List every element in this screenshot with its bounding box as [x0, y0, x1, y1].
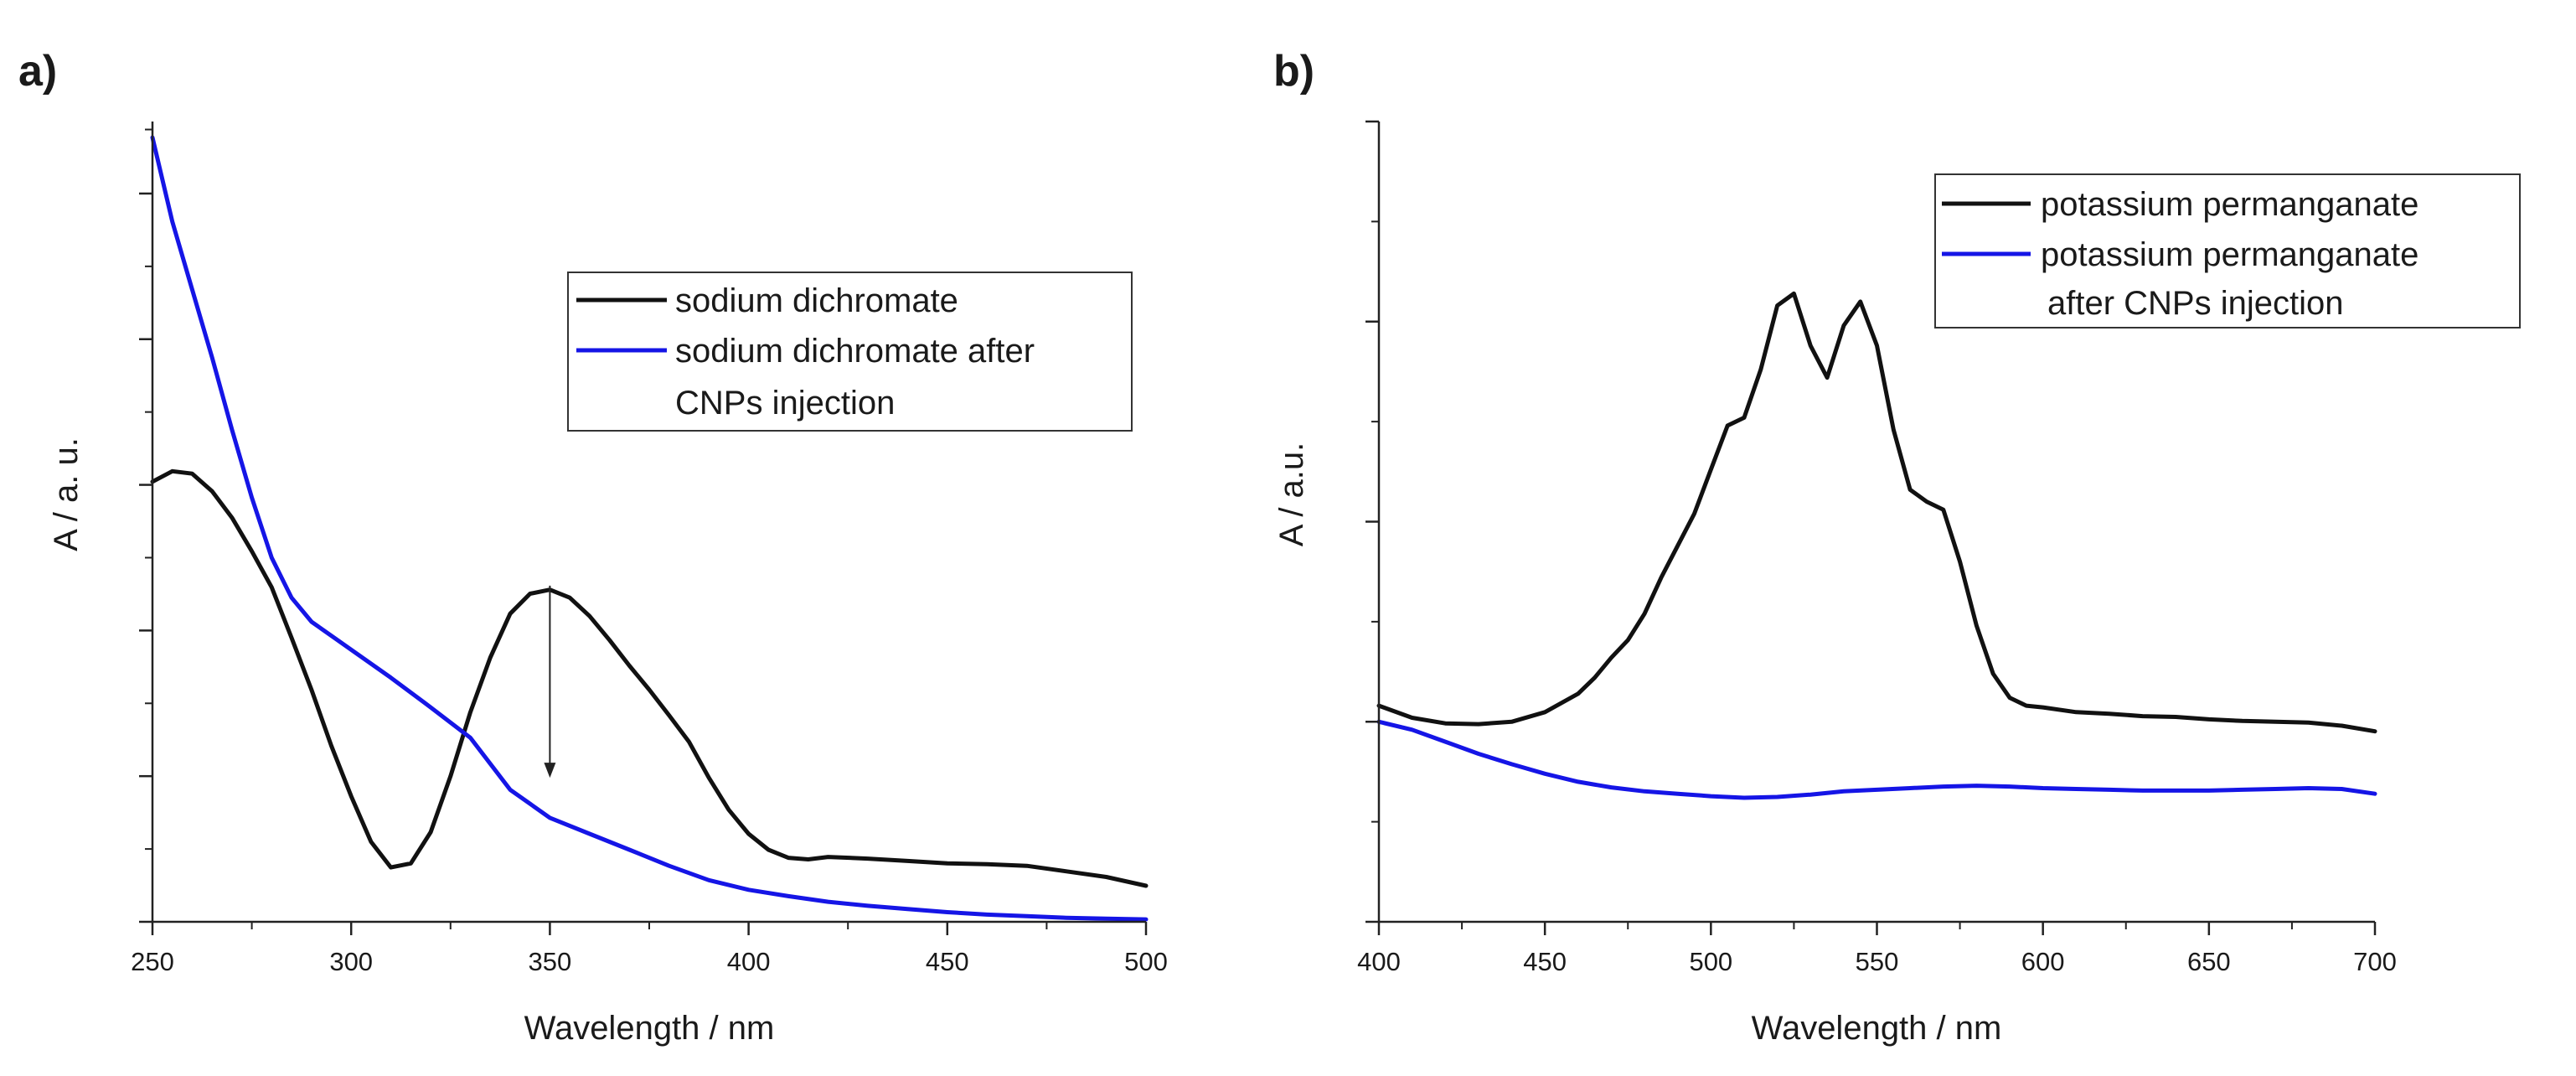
panel-b-legend: potassium permanganate potassium permang…	[1934, 173, 2521, 328]
panel-a-x-tick-label-2: 350	[529, 947, 572, 976]
panel-a-label: a)	[18, 47, 57, 96]
legend-label-sodium-dichromate: sodium dichromate	[675, 282, 958, 319]
legend-label-potassium-permanganate-after-line2: after CNPs injection	[2047, 285, 2343, 322]
panel-b: b) 400 450 500 550 600 650 700 Wavelength / nm…	[1273, 47, 2521, 1047]
panel-b-x-tick-label-0: 400	[1357, 947, 1401, 976]
legend-label-potassium-permanganate: potassium permanganate	[2041, 186, 2419, 223]
panel-a-x-tick-label-0: 250	[131, 947, 174, 976]
legend-label-potassium-permanganate-after-line1: potassium permanganate	[2041, 236, 2419, 273]
panel-a-arrow-annotation	[544, 585, 556, 779]
legend-label-sodium-dichromate-after-line1: sodium dichromate after	[675, 333, 1035, 370]
panel-a-x-tick-label-4: 450	[926, 947, 969, 976]
panel-b-y-ticks	[1365, 120, 1379, 923]
panel-b-x-tick-label-4: 600	[2021, 947, 2065, 976]
panel-a-x-tick-label-5: 500	[1124, 947, 1168, 976]
panel-b-x-tick-label-2: 500	[1689, 947, 1732, 976]
panel-a-y-ticks	[139, 128, 152, 923]
panel-a-series-line-1	[150, 135, 1149, 922]
panel-b-y-axis-title: A / a.u.	[1273, 442, 1310, 547]
panel-a-x-ticks: 250 300 350 400 450 500	[131, 922, 1168, 976]
legend-label-sodium-dichromate-after-line2: CNPs injection	[675, 385, 895, 422]
panel-a-legend: sodium dichromate sodium dichromate afte…	[567, 272, 1133, 432]
panel-b-x-axis-title: Wavelength / nm	[1752, 1010, 2002, 1047]
panel-a-x-axis-title: Wavelength / nm	[524, 1010, 775, 1047]
panel-b-x-ticks: 400 450 500 550 600 650 700	[1357, 922, 2397, 976]
panel-b-x-tick-label-5: 650	[2187, 947, 2231, 976]
panel-b-series-line-1	[1376, 719, 2377, 800]
panel-a-series	[150, 135, 1149, 922]
panel-a-y-axis-title: A / a. u.	[48, 437, 85, 551]
panel-a-x-tick-label-3: 400	[727, 947, 771, 976]
panel-b-legend-box	[1934, 173, 2521, 328]
panel-a-series-line-0	[150, 468, 1149, 888]
panel-b-series	[1376, 291, 2377, 800]
panel-b-x-tick-label-6: 700	[2353, 947, 2397, 976]
panel-a: a) 250 300 350 400 450 500 Wavelength / nm A …	[18, 47, 1168, 1047]
panel-b-series-line-0	[1376, 291, 2377, 734]
panel-b-x-tick-label-1: 450	[1523, 947, 1567, 976]
arrow-head	[544, 763, 556, 779]
panel-b-x-tick-label-3: 550	[1856, 947, 1899, 976]
panel-b-label: b)	[1273, 47, 1314, 96]
panel-a-x-tick-label-1: 300	[329, 947, 373, 976]
